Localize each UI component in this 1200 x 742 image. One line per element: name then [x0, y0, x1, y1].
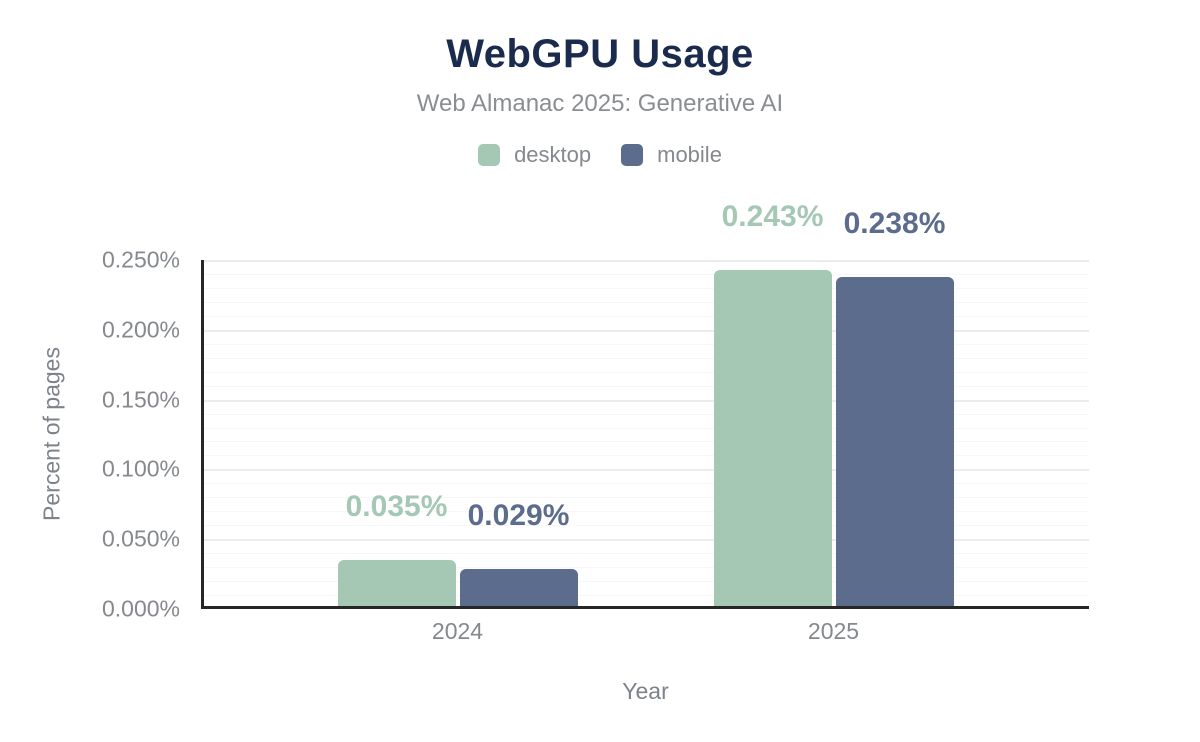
- minor-gridline: [202, 553, 1089, 555]
- bar-mobile-2025[interactable]: [835, 276, 954, 609]
- legend: desktop mobile: [0, 142, 1200, 168]
- y-tick-label: 0.250%: [101, 246, 180, 273]
- y-tick-label: 0.050%: [101, 525, 180, 552]
- bar-value-label-desktop-2024: 0.035%: [345, 490, 448, 524]
- minor-gridline: [202, 595, 1089, 597]
- minor-gridline: [202, 455, 1089, 457]
- bar-desktop-2024[interactable]: [337, 560, 456, 609]
- x-axis-line: [201, 606, 1089, 609]
- minor-gridline: [202, 287, 1089, 289]
- major-gridline: [202, 329, 1089, 332]
- legend-item-desktop[interactable]: desktop: [478, 142, 591, 168]
- minor-gridline: [202, 413, 1089, 415]
- minor-gridline: [202, 343, 1089, 345]
- x-tick-label-2024: 2024: [431, 618, 484, 644]
- chart-title: WebGPU Usage: [446, 32, 754, 76]
- minor-gridline: [202, 525, 1089, 527]
- major-gridline: [202, 539, 1089, 542]
- chart-subtitle: Web Almanac 2025: Generative AI: [416, 90, 784, 117]
- legend-label-mobile: mobile: [657, 142, 722, 167]
- mobile-swatch-icon: [621, 144, 644, 166]
- plot-area: 0.035% 0.029% 0.243% 0.238%: [201, 200, 1089, 609]
- major-gridline: [202, 260, 1089, 262]
- legend-label-desktop: desktop: [514, 142, 592, 167]
- minor-gridline: [202, 273, 1089, 275]
- legend-item-mobile[interactable]: mobile: [621, 142, 722, 168]
- x-axis-title: Year: [622, 678, 669, 704]
- minor-gridline: [202, 385, 1089, 387]
- bar-mobile-2024[interactable]: [459, 568, 578, 609]
- major-gridline: [202, 469, 1089, 472]
- y-tick-label: 0.200%: [101, 316, 180, 343]
- bar-value-label-mobile-2024: 0.029%: [467, 498, 570, 532]
- y-tick-label: 0.000%: [101, 595, 180, 622]
- bar-value-label-desktop-2025: 0.243%: [721, 199, 824, 233]
- minor-gridline: [202, 567, 1089, 569]
- bar-desktop-2025[interactable]: [713, 269, 832, 609]
- y-tick-label: 0.150%: [101, 386, 180, 413]
- x-tick-label-2025: 2025: [807, 618, 860, 644]
- minor-gridline: [202, 315, 1089, 317]
- y-axis-line: [201, 260, 204, 609]
- x-axis-tick-labels: 2024 2025: [202, 618, 1089, 648]
- minor-gridline: [202, 301, 1089, 303]
- desktop-swatch-icon: [478, 144, 501, 166]
- minor-gridline: [202, 497, 1089, 499]
- major-gridline: [202, 399, 1089, 402]
- y-axis-tick-labels: 0.000% 0.050% 0.100% 0.150% 0.200% 0.250%: [10, 247, 190, 622]
- bar-value-label-mobile-2025: 0.238%: [843, 206, 946, 240]
- minor-gridline: [202, 483, 1089, 485]
- minor-gridline: [202, 511, 1089, 513]
- minor-gridline: [202, 371, 1089, 373]
- y-tick-label: 0.100%: [101, 455, 180, 482]
- minor-gridline: [202, 357, 1089, 359]
- minor-gridline: [202, 441, 1089, 443]
- minor-gridline: [202, 581, 1089, 583]
- minor-gridline: [202, 427, 1089, 429]
